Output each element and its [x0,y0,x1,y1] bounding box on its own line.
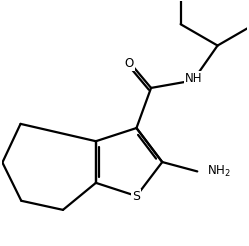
Text: S: S [132,189,140,202]
Text: NH$_2$: NH$_2$ [207,164,231,179]
Text: O: O [125,57,134,70]
Text: NH: NH [185,72,202,85]
